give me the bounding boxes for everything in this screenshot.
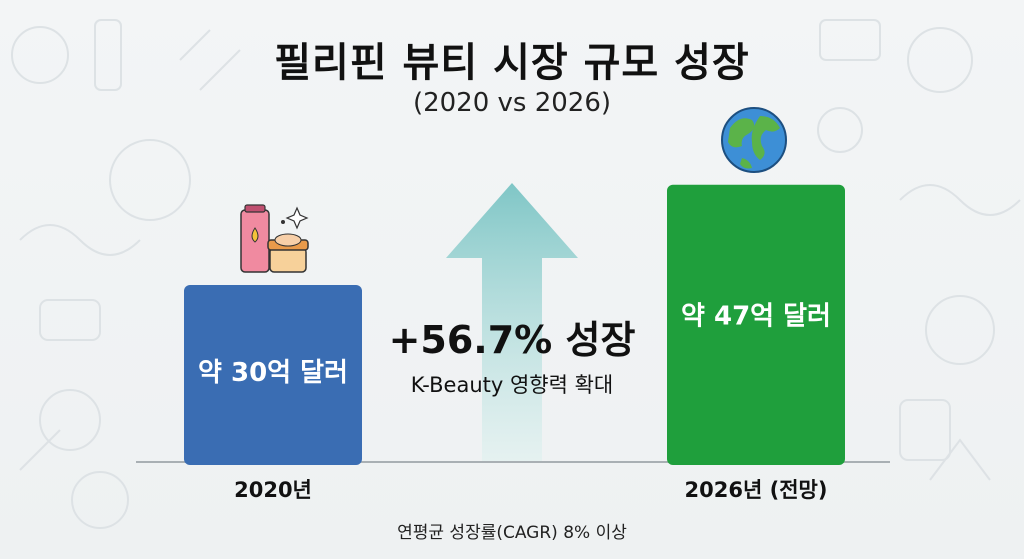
up-arrow-icon bbox=[446, 183, 578, 462]
page-subtitle: (2020 vs 2026) bbox=[412, 88, 612, 118]
globe-icon bbox=[721, 107, 787, 173]
bar-value-label-2026: 약 47억 달러 bbox=[681, 302, 831, 332]
bar-2020 bbox=[184, 285, 362, 465]
page-title: 필리핀 뷰티 시장 규모 성장 bbox=[274, 40, 750, 86]
cagr-footnote: 연평균 성장률(CAGR) 8% 이상 bbox=[397, 523, 627, 543]
growth-percent-label: +56.7% 성장 bbox=[389, 318, 636, 362]
growth-sub-label: K-Beauty 영향력 확대 bbox=[411, 373, 614, 397]
category-label-2026: 2026년 (전망) bbox=[685, 478, 828, 502]
category-label-2020: 2020년 bbox=[234, 478, 312, 502]
cosmetics-tube-and-jar-icon bbox=[240, 204, 309, 273]
bar-value-label-2020: 약 30억 달러 bbox=[198, 358, 348, 388]
bar-2026 bbox=[667, 184, 845, 465]
